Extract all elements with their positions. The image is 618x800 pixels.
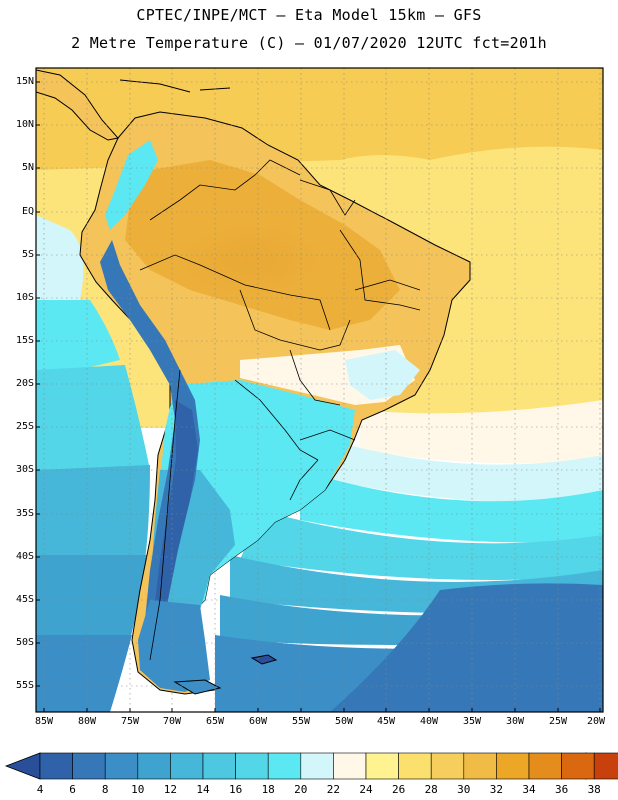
lon-label: 50W xyxy=(334,716,354,727)
colorbar-label: 14 xyxy=(196,783,210,796)
lon-label: 40W xyxy=(419,716,439,727)
colorbar-label: 22 xyxy=(326,783,341,796)
colorbar-label: 20 xyxy=(294,783,308,796)
colorbar-label: 26 xyxy=(391,783,406,796)
lon-label: 55W xyxy=(291,716,311,727)
region-colombia-highlands xyxy=(105,140,158,230)
lat-label: 15N xyxy=(15,76,34,87)
colorbar-cell xyxy=(137,752,171,780)
colorbar-label: 36 xyxy=(554,783,569,796)
colorbar-cell xyxy=(333,752,367,780)
land-tierra-del-fuego xyxy=(173,679,222,695)
tick-marks xyxy=(36,81,601,712)
colorbar-cell xyxy=(593,752,618,780)
colorbar-cell xyxy=(463,752,497,780)
lat-label: 15S xyxy=(15,335,34,346)
colorbar-label: 32 xyxy=(489,783,504,796)
colorbar-cell xyxy=(267,752,302,780)
chart-title-line2: 2 Metre Temperature (C) – 01/07/2020 12U… xyxy=(71,34,547,52)
colorbar-label: 34 xyxy=(522,783,536,796)
colorbar-cell xyxy=(235,752,269,780)
land-falklands xyxy=(250,654,278,665)
colorbar-cell xyxy=(202,752,236,780)
lat-label: EQ xyxy=(21,206,34,217)
colorbar-label: 4 xyxy=(36,783,44,796)
colorbar-label: 6 xyxy=(69,783,76,796)
map-frame xyxy=(35,67,604,713)
lon-label: 30W xyxy=(505,716,525,727)
colorbar-cell xyxy=(170,752,204,780)
colorbar-label: 10 xyxy=(131,783,145,796)
region-southeast-cool xyxy=(345,350,420,400)
lat-label: 5S xyxy=(21,249,34,260)
region-amazon-core xyxy=(170,220,330,300)
lon-label: 60W xyxy=(248,716,268,727)
field-band-22 xyxy=(360,400,603,464)
field-band-20 xyxy=(36,215,603,503)
colorbar-cell xyxy=(561,752,595,780)
region-andes-colder xyxy=(154,400,198,640)
lat-label: 45S xyxy=(15,594,34,605)
colorbar-label: 8 xyxy=(101,783,109,796)
colorbar-cell xyxy=(430,752,465,780)
chart-title-line1: CPTEC/INPE/MCT – Eta Model 15km – GFS xyxy=(136,6,482,24)
lat-label: 25S xyxy=(15,421,34,432)
colorbar-label: 28 xyxy=(424,783,438,796)
country-borders xyxy=(139,159,421,661)
colorbar-label: 16 xyxy=(228,783,243,796)
temperature-map xyxy=(35,67,604,713)
colorbar-label: 12 xyxy=(163,783,178,796)
lon-label: 70W xyxy=(162,716,182,727)
lat-label: 10S xyxy=(15,292,34,303)
colorbar-cell xyxy=(72,752,106,780)
colorbar-cell xyxy=(39,752,73,780)
lon-label: 20W xyxy=(586,716,606,727)
lon-label: 80W xyxy=(77,716,97,727)
lon-label: 75W xyxy=(120,716,140,727)
lon-label: 35W xyxy=(462,716,482,727)
lat-label: 40S xyxy=(15,551,34,562)
colorbar-label: 38 xyxy=(587,783,601,796)
colorbar-cell xyxy=(528,752,562,780)
colorbar-under-arrow xyxy=(4,752,41,780)
field-band-8 xyxy=(330,583,603,712)
colorbar-cell xyxy=(104,752,139,780)
lat-label: 20S xyxy=(15,378,34,389)
lat-label: 30S xyxy=(15,464,34,475)
colorbar-cell xyxy=(365,752,399,780)
colorbar-label: 24 xyxy=(359,783,373,796)
colorbar-cell xyxy=(300,752,334,780)
lat-label: 50S xyxy=(15,637,34,648)
land-central-america xyxy=(36,69,119,141)
lat-label: 35S xyxy=(15,508,34,519)
lon-label: 45W xyxy=(376,716,396,727)
colorbar-cell xyxy=(496,752,530,780)
field-band-16 xyxy=(36,365,603,580)
lat-label: 10N xyxy=(15,119,34,130)
colorbar-cell xyxy=(398,752,432,780)
lat-label: 55S xyxy=(15,680,34,691)
colorbar-label: 30 xyxy=(457,783,471,796)
lat-label: 5N xyxy=(21,162,34,173)
colorbar-label: 18 xyxy=(261,783,275,796)
colorbar xyxy=(4,752,618,780)
lon-label: 65W xyxy=(205,716,225,727)
lon-label: 85W xyxy=(34,716,54,727)
lon-label: 25W xyxy=(548,716,568,727)
land-cuba xyxy=(119,79,191,93)
